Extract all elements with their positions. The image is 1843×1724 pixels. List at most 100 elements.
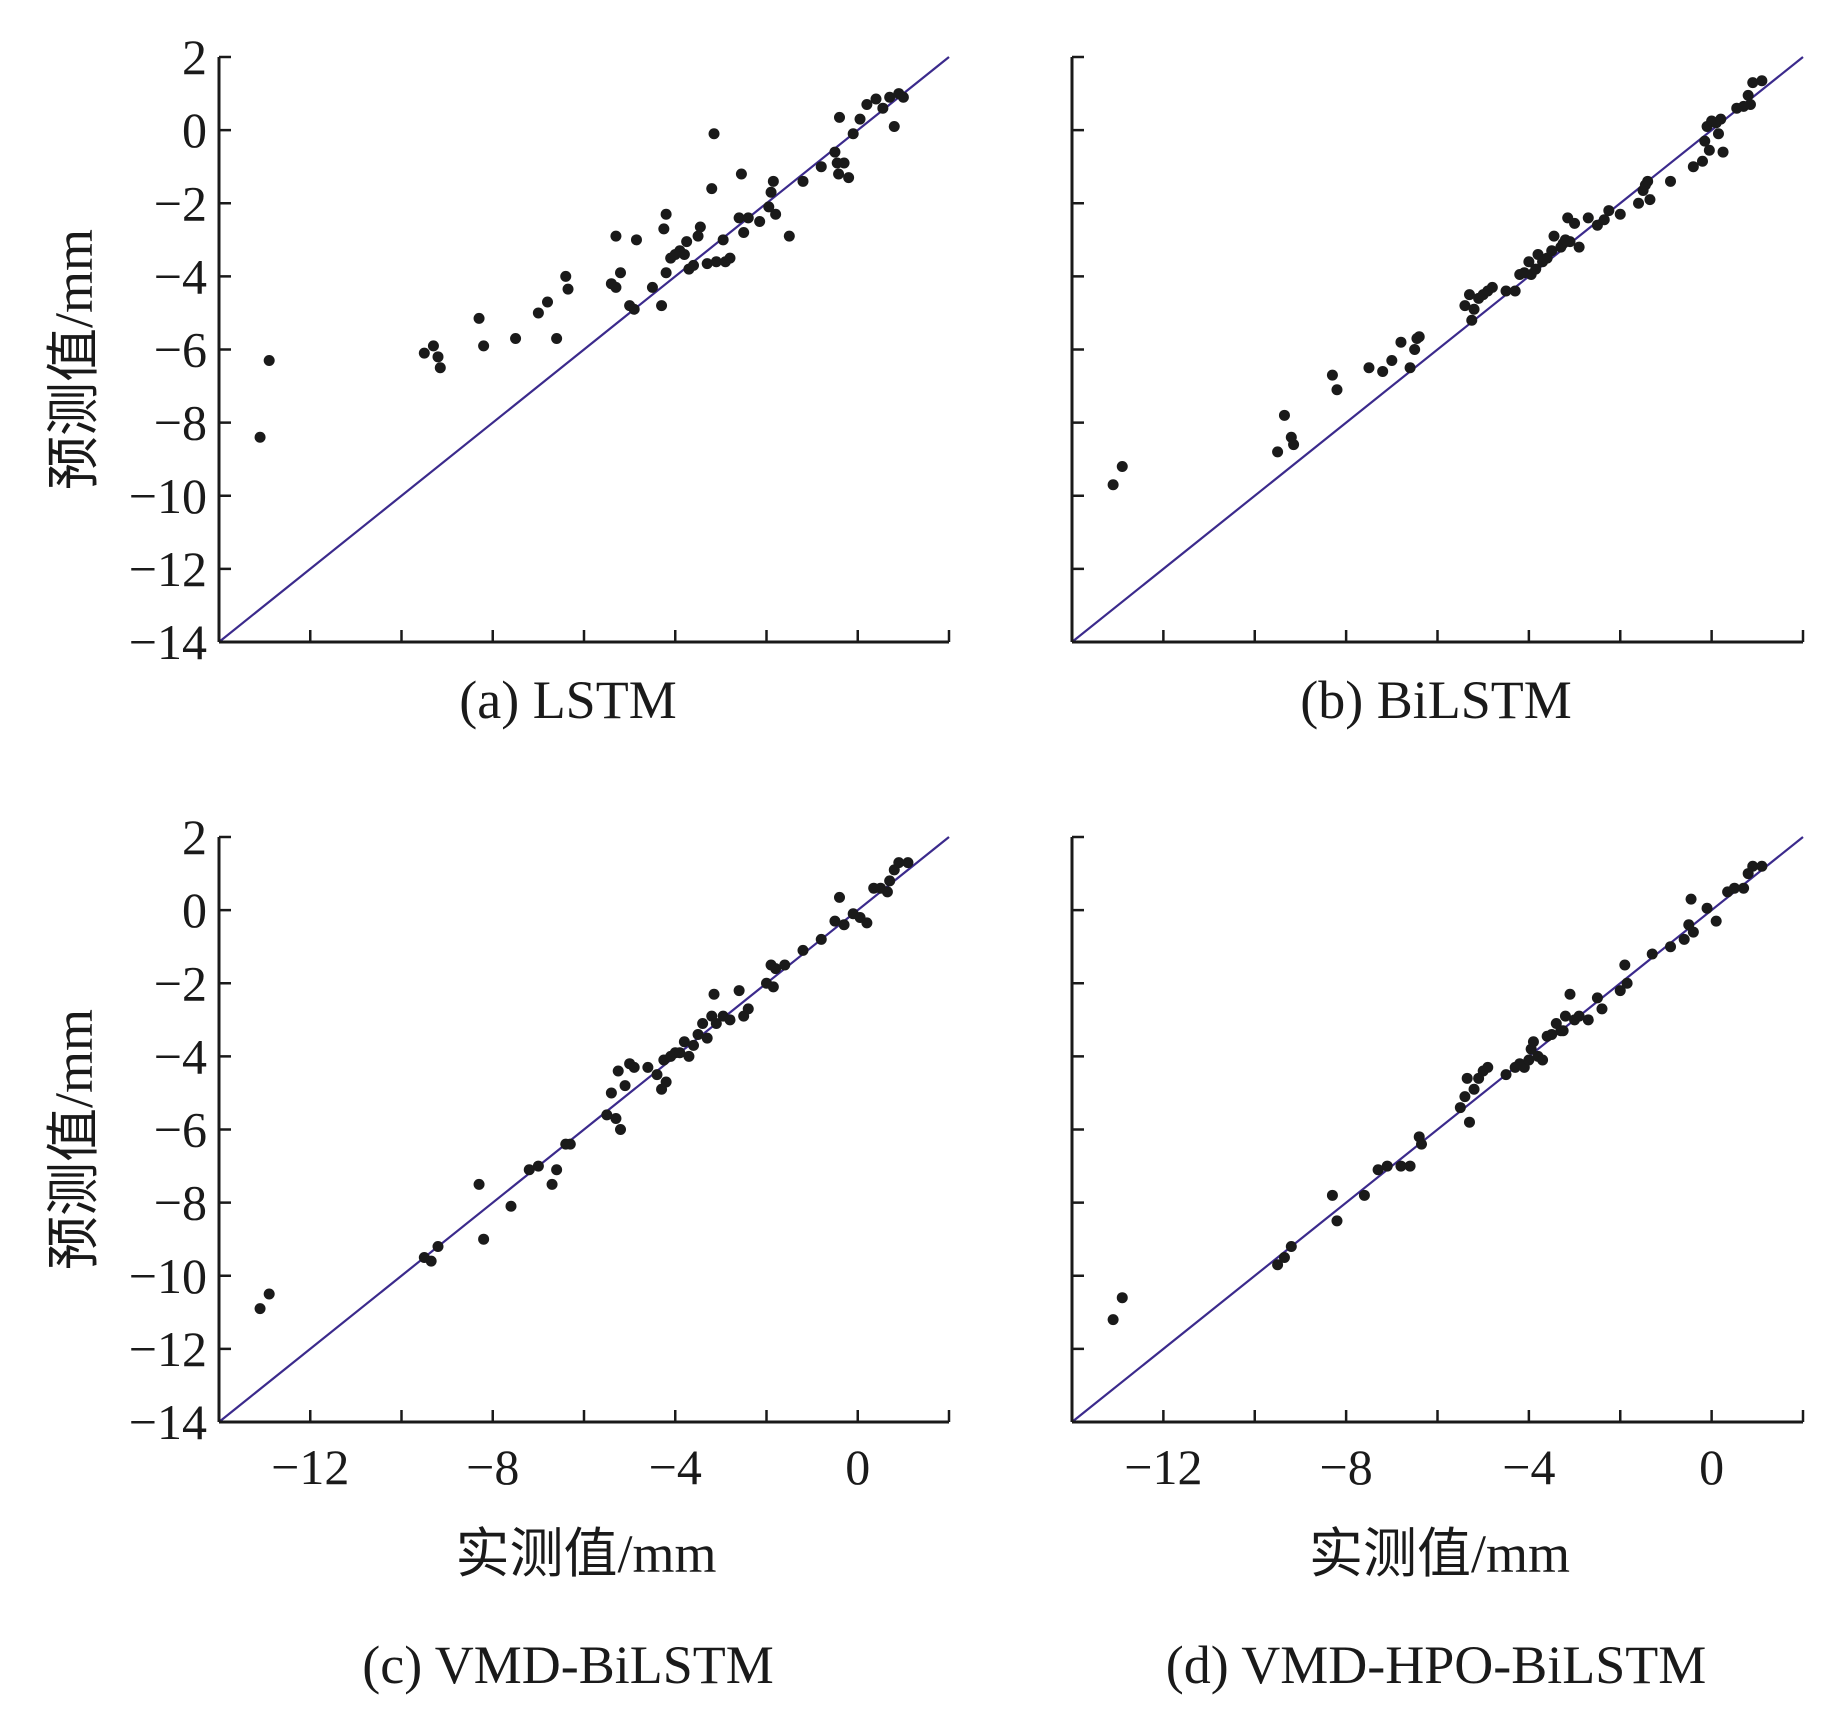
data-point	[1500, 1069, 1512, 1081]
data-point	[1665, 175, 1677, 187]
data-point	[1728, 882, 1740, 894]
y-tick-label: 0	[182, 102, 207, 158]
data-point	[1116, 461, 1128, 472]
data-point	[1546, 1028, 1558, 1040]
data-point	[615, 1124, 626, 1135]
data-point	[610, 1113, 622, 1125]
data-point	[263, 1288, 275, 1300]
reference-line-y-equals-x	[1071, 836, 1804, 1423]
data-point	[1665, 941, 1677, 953]
data-point	[1548, 230, 1560, 242]
data-point	[733, 985, 745, 997]
data-point	[708, 128, 720, 140]
data-point	[692, 1028, 704, 1040]
data-point	[434, 362, 446, 374]
data-point	[564, 1138, 576, 1150]
data-point	[642, 1061, 654, 1073]
data-point	[551, 1164, 563, 1176]
data-point	[1712, 128, 1724, 140]
data-point	[1646, 948, 1658, 960]
data-point	[902, 857, 914, 869]
data-point	[888, 120, 900, 132]
data-point	[1468, 303, 1480, 315]
data-point	[674, 1047, 686, 1059]
x-tick-label: −4	[649, 1439, 702, 1495]
data-point	[1564, 236, 1576, 248]
data-point	[834, 891, 845, 903]
data-point	[1386, 354, 1398, 366]
data-point	[765, 186, 777, 198]
reference-line-y-equals-x	[218, 836, 950, 1423]
data-point	[1582, 1014, 1594, 1026]
data-point	[770, 208, 782, 220]
data-point	[843, 172, 855, 184]
data-point	[542, 296, 553, 308]
data-point	[1710, 915, 1722, 927]
data-point	[254, 431, 266, 443]
y-tick-label: −4	[154, 1028, 207, 1084]
data-point	[1409, 344, 1421, 355]
data-point	[605, 1087, 617, 1099]
data-point	[1747, 860, 1759, 872]
x-tick-label: −12	[271, 1439, 349, 1495]
data-point	[656, 300, 668, 312]
data-point	[1537, 1054, 1549, 1066]
data-point	[432, 351, 444, 363]
data-point	[724, 1014, 736, 1026]
data-point	[1696, 155, 1708, 167]
y-tick-label: −4	[154, 248, 207, 304]
reference-line-y-equals-x	[1071, 56, 1804, 643]
panel-caption: (a) LSTM	[459, 670, 676, 730]
data-point	[1372, 1164, 1384, 1176]
data-point	[425, 1255, 437, 1267]
x-tick-label: −8	[466, 1439, 519, 1495]
data-point	[1272, 446, 1284, 458]
data-point	[532, 307, 544, 319]
data-point	[1285, 1241, 1297, 1252]
data-point	[1596, 1003, 1608, 1015]
data-point	[706, 183, 718, 195]
data-point	[681, 236, 693, 248]
data-point	[478, 340, 490, 352]
data-point	[660, 267, 672, 279]
chart-panel-2: (b) BiLSTM	[1070, 55, 1805, 730]
data-point	[1614, 208, 1626, 220]
data-point	[1614, 985, 1626, 997]
data-point	[1642, 175, 1654, 187]
y-tick-label: −6	[154, 1102, 207, 1158]
data-point	[779, 959, 791, 971]
data-point	[1272, 1259, 1284, 1271]
data-point	[742, 1003, 754, 1015]
x-tick-label: 0	[845, 1439, 870, 1495]
data-point	[838, 157, 850, 169]
y-tick-label: −14	[129, 614, 207, 670]
data-point	[694, 221, 706, 233]
data-point	[724, 252, 736, 264]
data-point	[1377, 365, 1389, 377]
data-point	[1703, 144, 1715, 156]
data-point	[1381, 1160, 1393, 1172]
data-point	[708, 988, 720, 1000]
data-point	[1523, 1054, 1535, 1066]
data-point	[628, 303, 640, 315]
data-point	[1678, 933, 1690, 945]
chart-panel-1: 2 0 −2 −4 −6 −8 −10 −12 −14 预测值/mm (a) LSTM	[44, 29, 951, 730]
data-point	[1326, 1189, 1338, 1201]
data-point	[619, 1080, 631, 1092]
data-point	[473, 1178, 485, 1190]
data-point	[1278, 1251, 1290, 1263]
data-point	[735, 168, 747, 180]
data-point	[1482, 1061, 1494, 1073]
data-point	[701, 258, 713, 270]
data-point	[829, 146, 841, 158]
y-tick-label: 2	[182, 809, 207, 865]
data-point	[1738, 882, 1750, 894]
data-point	[1644, 194, 1656, 206]
data-point	[560, 270, 572, 282]
data-point	[1603, 205, 1615, 217]
y-tick-label: −10	[129, 1248, 207, 1304]
data-point	[838, 919, 850, 931]
data-point	[1404, 1160, 1416, 1172]
data-point	[1486, 281, 1498, 293]
data-point	[1468, 1083, 1480, 1095]
